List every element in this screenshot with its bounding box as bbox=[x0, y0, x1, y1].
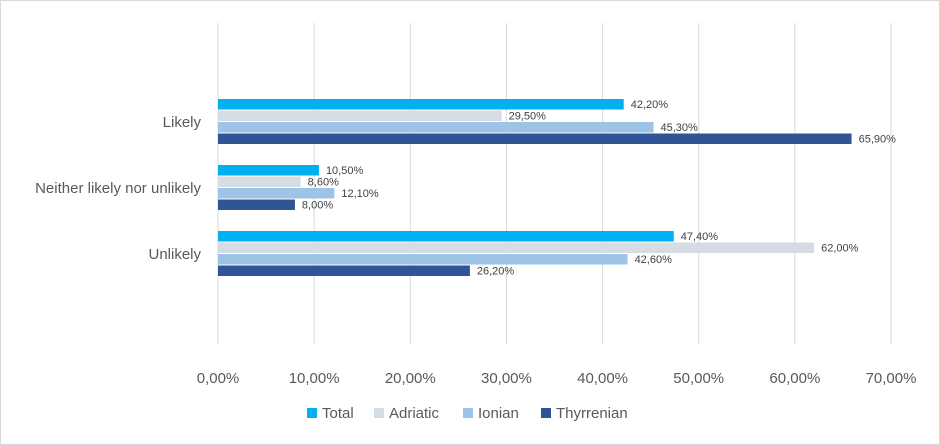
data-label-ionian-3: 42,60% bbox=[635, 254, 673, 266]
x-tick-label: 20,00% bbox=[385, 370, 436, 387]
data-label-total-2: 10,50% bbox=[326, 165, 364, 177]
legend-label-ionian: Ionian bbox=[478, 405, 519, 422]
legend-label-total: Total bbox=[322, 405, 354, 422]
data-label-thyrrenian-1: 65,90% bbox=[859, 134, 897, 146]
bar-thyrrenian-3 bbox=[218, 265, 470, 276]
bar-adriatic-1 bbox=[218, 110, 502, 121]
data-label-ionian-2: 12,10% bbox=[341, 188, 379, 200]
gridlines bbox=[217, 23, 892, 344]
data-label-total-1: 42,20% bbox=[631, 99, 669, 111]
bar-total-2 bbox=[218, 165, 319, 176]
legend-label-adriatic: Adriatic bbox=[389, 405, 440, 422]
data-label-adriatic-3: 62,00% bbox=[821, 243, 859, 255]
data-label-total-3: 47,40% bbox=[681, 231, 719, 243]
bar-total-3 bbox=[218, 231, 674, 242]
bar-ionian-1 bbox=[218, 122, 654, 133]
bar-ionian-3 bbox=[218, 254, 628, 265]
bars bbox=[218, 99, 852, 276]
data-label-thyrrenian-3: 26,20% bbox=[477, 266, 515, 278]
legend-swatch-ionian bbox=[463, 408, 473, 418]
category-label: Neither likely nor unlikely bbox=[35, 180, 201, 197]
category-label: Likely bbox=[163, 114, 202, 131]
bar-ionian-2 bbox=[218, 188, 335, 199]
bar-thyrrenian-1 bbox=[218, 133, 852, 144]
legend: Total Adriatic Ionian Thyrrenian bbox=[307, 405, 628, 422]
bar-adriatic-3 bbox=[218, 242, 815, 253]
data-label-thyrrenian-2: 8,00% bbox=[302, 200, 333, 212]
data-labels: 42,20% 29,50% 45,30% 65,90% 10,50%8,60%12,10… bbox=[302, 99, 896, 278]
category-label: Unlikely bbox=[148, 246, 201, 263]
x-tick-label: 0,00% bbox=[197, 370, 240, 387]
data-label-ionian-1: 45,30% bbox=[661, 122, 699, 134]
x-tick-label: 10,00% bbox=[289, 370, 340, 387]
legend-swatch-total bbox=[307, 408, 317, 418]
legend-swatch-adriatic bbox=[374, 408, 384, 418]
x-tick-label: 60,00% bbox=[769, 370, 820, 387]
x-tick-label: 40,00% bbox=[577, 370, 628, 387]
legend-label-thyrrenian: Thyrrenian bbox=[556, 405, 628, 422]
legend-swatch-thyrrenian bbox=[541, 408, 551, 418]
x-tick-label: 50,00% bbox=[673, 370, 724, 387]
bar-thyrrenian-2 bbox=[218, 199, 295, 210]
axes: Likely Neither likely nor unlikely Unlikel… bbox=[35, 114, 916, 387]
bar-total-1 bbox=[218, 99, 624, 110]
bar-adriatic-2 bbox=[218, 176, 301, 187]
x-tick-label: 30,00% bbox=[481, 370, 532, 387]
data-label-adriatic-2: 8,60% bbox=[308, 177, 339, 189]
x-tick-label: 70,00% bbox=[866, 370, 917, 387]
data-label-adriatic-1: 29,50% bbox=[509, 111, 547, 123]
